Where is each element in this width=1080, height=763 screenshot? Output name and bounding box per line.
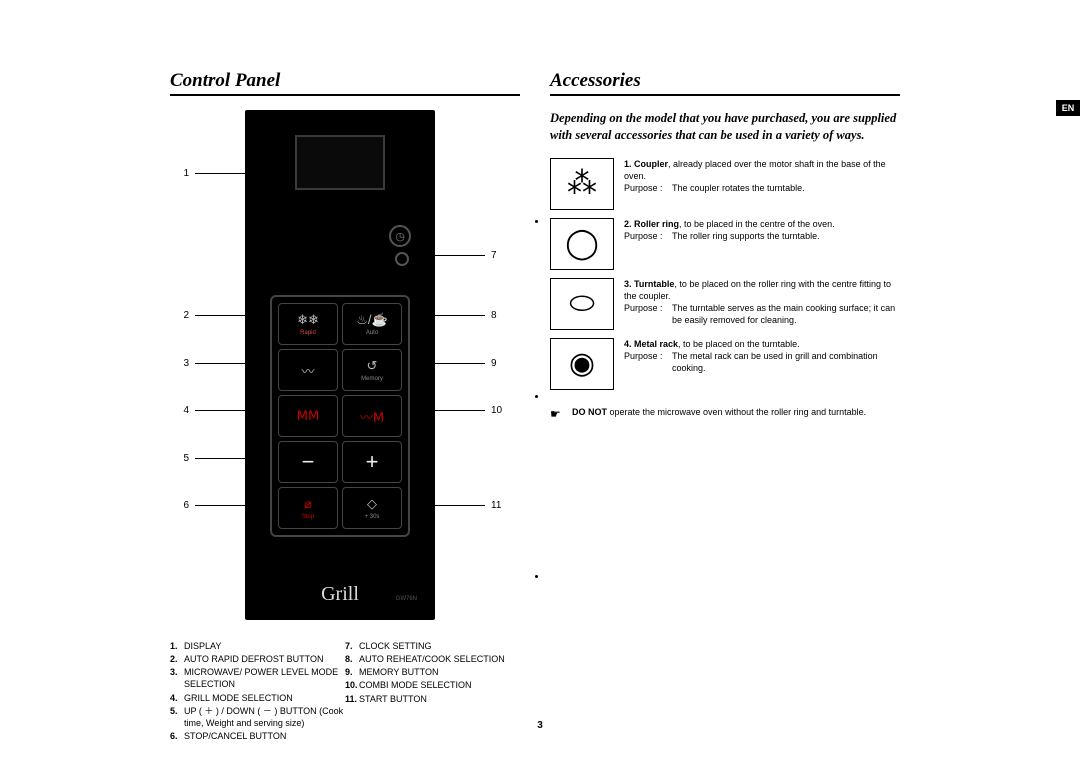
panel-button: ⌀Stop — [278, 487, 338, 529]
callout-right: 11 — [435, 500, 510, 511]
callout-right: 8 — [435, 310, 510, 321]
legend-item: 4.GRILL MODE SELECTION — [170, 692, 345, 704]
callout-number: 5 — [183, 453, 189, 464]
keypad: ❄❄Rapid♨/☕Auto〰↺Memoryꓟꓟ〰ꓟ−+⌀Stop◇+ 30s — [270, 295, 410, 537]
legend-item: 6.STOP/CANCEL BUTTON — [170, 730, 345, 742]
pointing-hand-icon: ☛ — [550, 406, 572, 422]
callout-left: 2 — [170, 310, 245, 321]
callout-number: 6 — [183, 500, 189, 511]
callout-left: 6 — [170, 500, 245, 511]
panel-button: ↺Memory — [342, 349, 402, 391]
panel-button: ꓟꓟ — [278, 395, 338, 437]
callout-number: 10 — [491, 405, 502, 416]
page-number: 3 — [0, 720, 1080, 731]
panel-button: ◇+ 30s — [342, 487, 402, 529]
legend-item: 11.START BUTTON — [345, 693, 520, 705]
accessory-text: 4. Metal rack, to be placed on the turnt… — [624, 338, 900, 390]
callout-right: 7 — [435, 250, 510, 261]
legend-item: 3.MICROWAVE/ POWER LEVEL MODE SELECTION — [170, 666, 345, 690]
legend-item: 7.CLOCK SETTING — [345, 640, 520, 652]
panel-button: − — [278, 441, 338, 483]
accessories-intro: Depending on the model that you have pur… — [550, 110, 900, 144]
panel-button: 〰 — [278, 349, 338, 391]
section-title: Accessories — [550, 70, 900, 96]
accessory-row: ⁂1. Coupler, already placed over the mot… — [550, 158, 900, 210]
callout-number: 4 — [183, 405, 189, 416]
legend-item: 8.AUTO REHEAT/COOK SELECTION — [345, 653, 520, 665]
control-panel-diagram: ◷ ❄❄Rapid♨/☕Auto〰↺Memoryꓟꓟ〰ꓟ−+⌀Stop◇+ 30… — [170, 110, 510, 630]
callout-left: 3 — [170, 358, 245, 369]
panel-button: ♨/☕Auto — [342, 303, 402, 345]
legend-item: 2.AUTO RAPID DEFROST BUTTON — [170, 653, 345, 665]
callout-number: 11 — [491, 500, 501, 511]
accessory-icon: ◯ — [550, 218, 614, 270]
warning-row: ☛ DO NOT operate the microwave oven with… — [550, 406, 900, 422]
callout-right: 10 — [435, 405, 510, 416]
language-tab: EN — [1056, 100, 1080, 116]
divider-dot — [535, 575, 538, 578]
accessory-icon: ◉ — [550, 338, 614, 390]
accessories-section: Accessories Depending on the model that … — [550, 70, 900, 422]
divider-dot — [535, 395, 538, 398]
accessory-icon: ⬭ — [550, 278, 614, 330]
accessory-row: ⬭3. Turntable, to be placed on the rolle… — [550, 278, 900, 330]
panel-button: 〰ꓟ — [342, 395, 402, 437]
callout-left: 4 — [170, 405, 245, 416]
warning-text: DO NOT operate the microwave oven withou… — [572, 406, 866, 422]
callout-number: 9 — [491, 358, 497, 369]
callout-number: 2 — [183, 310, 189, 321]
divider-dot — [535, 220, 538, 223]
model-number: GW76N — [396, 596, 417, 602]
control-panel-body: ◷ ❄❄Rapid♨/☕Auto〰↺Memoryꓟꓟ〰ꓟ−+⌀Stop◇+ 30… — [245, 110, 435, 620]
callout-number: 1 — [183, 168, 189, 179]
callout-left: 1 — [170, 168, 245, 179]
grill-logo: Grill — [245, 583, 435, 606]
legend-item: 10.COMBI MODE SELECTION — [345, 679, 520, 691]
center-divider-dots — [535, 200, 536, 620]
control-panel-section: Control Panel ◷ ❄❄Rapid♨/☕Auto〰↺Memoryꓟꓟ… — [170, 70, 520, 743]
legend-item: 9.MEMORY BUTTON — [345, 666, 520, 678]
section-title: Control Panel — [170, 70, 520, 96]
clock-icon: ◷ — [389, 225, 411, 247]
display-window — [295, 135, 385, 190]
callout-left: 5 — [170, 453, 245, 464]
accessory-row: ◯2. Roller ring, to be placed in the cen… — [550, 218, 900, 270]
callout-number: 3 — [183, 358, 189, 369]
panel-button: ❄❄Rapid — [278, 303, 338, 345]
callout-number: 8 — [491, 310, 497, 321]
accessory-text: 3. Turntable, to be placed on the roller… — [624, 278, 900, 330]
legend-item: 1.DISPLAY — [170, 640, 345, 652]
callout-number: 7 — [491, 250, 497, 261]
accessory-row: ◉4. Metal rack, to be placed on the turn… — [550, 338, 900, 390]
panel-button: + — [342, 441, 402, 483]
small-circle-icon — [395, 252, 409, 266]
accessory-text: 1. Coupler, already placed over the moto… — [624, 158, 900, 210]
callout-right: 9 — [435, 358, 510, 369]
accessory-icon: ⁂ — [550, 158, 614, 210]
accessory-text: 2. Roller ring, to be placed in the cent… — [624, 218, 835, 270]
